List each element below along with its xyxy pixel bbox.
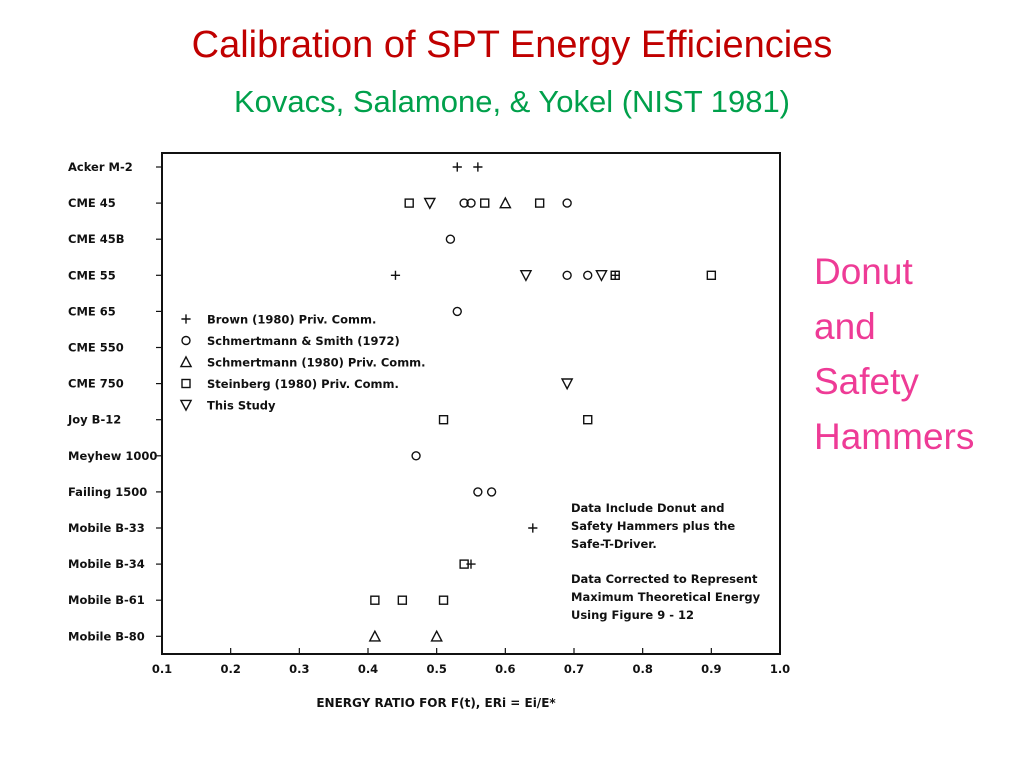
- data-point-triangle-down: [560, 378, 574, 391]
- annotation-line: Maximum Theoretical Energy: [571, 590, 761, 604]
- legend-marker: [181, 378, 191, 389]
- data-point-square: [438, 415, 449, 425]
- slide-title: Calibration of SPT Energy Efficiencies: [191, 24, 833, 66]
- data-point-circle: [562, 270, 572, 280]
- data-point-plus: [473, 162, 483, 172]
- annotation-line: Safety Hammers plus the: [571, 519, 735, 533]
- data-point-square: [397, 595, 408, 605]
- data-point-plus: [452, 162, 462, 172]
- legend-label: Brown (1980) Priv. Comm.: [207, 313, 376, 327]
- x-tick-label: 0.8: [632, 662, 652, 676]
- legend-label: This Study: [207, 399, 276, 413]
- legend-marker: [181, 314, 191, 324]
- legend-label: Schmertmann & Smith (1972): [207, 334, 400, 348]
- data-point-square: [404, 198, 414, 208]
- legend-marker: [179, 399, 193, 412]
- y-tick-label: Mobile B-34: [68, 557, 145, 571]
- data-point-circle: [473, 487, 483, 497]
- y-tick-label: Failing 1500: [68, 485, 147, 499]
- plot-border: [161, 152, 781, 655]
- y-tick-label: Meyhew 1000: [68, 449, 157, 463]
- x-tick-label: 0.2: [220, 662, 240, 676]
- legend-label: Steinberg (1980) Priv. Comm.: [207, 377, 399, 391]
- x-tick-label: 0.4: [358, 662, 378, 676]
- plot-frame: [161, 152, 781, 655]
- y-tick-label: Mobile B-61: [68, 593, 145, 607]
- data-point-plus: [528, 523, 538, 533]
- data-point-plus: [610, 270, 620, 280]
- data-point-circle: [445, 234, 456, 244]
- data-point-square: [610, 270, 620, 280]
- annotation-line: Data Include Donut and: [571, 501, 725, 515]
- y-tick-label: Mobile B-33: [68, 521, 145, 535]
- y-axis-labels: Acker M-2 CME 45 CME 45B CME 55 CME 65 CME 55…: [67, 160, 162, 643]
- x-tick-label: 0.5: [426, 662, 446, 676]
- data-point-plus: [390, 270, 401, 280]
- side-note-line: Hammers: [814, 416, 975, 457]
- y-tick-label: CME 65: [68, 304, 116, 318]
- x-axis-label: ENERGY RATIO FOR F(t), ERi = Ei/E*: [316, 696, 556, 710]
- x-tick-label: 0.1: [152, 662, 172, 676]
- data-point-triangle: [368, 629, 382, 642]
- side-note: Donut and Safety Hammers: [814, 244, 1014, 464]
- annotation-line: Using Figure 9 - 12: [571, 608, 694, 622]
- legend: Brown (1980) Priv. Comm. Schmertmann & Sm…: [179, 313, 426, 413]
- data-point-circle: [562, 198, 572, 208]
- x-tick-label: 0.3: [289, 662, 309, 676]
- y-tick-label: CME 550: [68, 341, 124, 355]
- data-point-circle: [466, 198, 476, 208]
- y-tick-label: CME 45B: [68, 232, 125, 246]
- annotation-line: Safe-T-Driver.: [571, 537, 657, 551]
- data-point-square: [480, 198, 490, 208]
- y-tick-label: CME 45: [68, 196, 116, 210]
- y-tick-label: CME 750: [68, 377, 124, 391]
- data-point-triangle: [430, 629, 443, 642]
- legend-label: Schmertmann (1980) Priv. Comm.: [207, 356, 426, 370]
- x-axis-ticks: 0.1 0.2 0.3 0.4 0.5 0.6 0.7 0.8 0.9 1.0: [152, 648, 790, 676]
- data-point-circle: [411, 451, 421, 461]
- legend-marker: [179, 355, 193, 368]
- side-note-line: and: [814, 306, 876, 347]
- data-point-circle: [459, 198, 469, 208]
- y-tick-label: Mobile B-80: [68, 629, 145, 643]
- data-point-circle: [486, 487, 497, 497]
- data-point-square: [370, 595, 380, 605]
- data-point-triangle-down: [519, 270, 533, 282]
- data-point-triangle: [499, 196, 512, 209]
- data-point-square: [534, 198, 545, 208]
- data-point-square: [583, 415, 593, 425]
- slide-subtitle: Kovacs, Salamone, & Yokel (NIST 1981): [233, 84, 791, 119]
- y-tick-label: Acker M-2: [68, 160, 133, 174]
- data-point-square: [706, 270, 717, 280]
- data-point-square: [438, 595, 449, 605]
- x-tick-label: 0.9: [701, 662, 721, 676]
- x-tick-label: 1.0: [770, 662, 790, 676]
- x-tick-label: 0.6: [495, 662, 515, 676]
- data-point-circle: [452, 306, 462, 317]
- data-point-triangle-down: [423, 197, 437, 210]
- x-tick-label: 0.7: [564, 662, 584, 676]
- data-point-circle: [583, 270, 593, 280]
- annotation-line: Data Corrected to Represent: [571, 572, 758, 586]
- chart-annotations: Data Include Donut and Safety Hammers plu…: [571, 501, 761, 622]
- side-note-line: Donut: [814, 251, 913, 292]
- legend-marker: [181, 335, 191, 346]
- y-tick-label: Joy B-12: [67, 413, 121, 427]
- data-marks: [368, 162, 717, 642]
- y-tick-label: CME 55: [68, 268, 116, 282]
- data-point-square: [459, 559, 469, 569]
- side-note-line: Safety: [814, 361, 919, 402]
- data-point-triangle-down: [595, 270, 608, 282]
